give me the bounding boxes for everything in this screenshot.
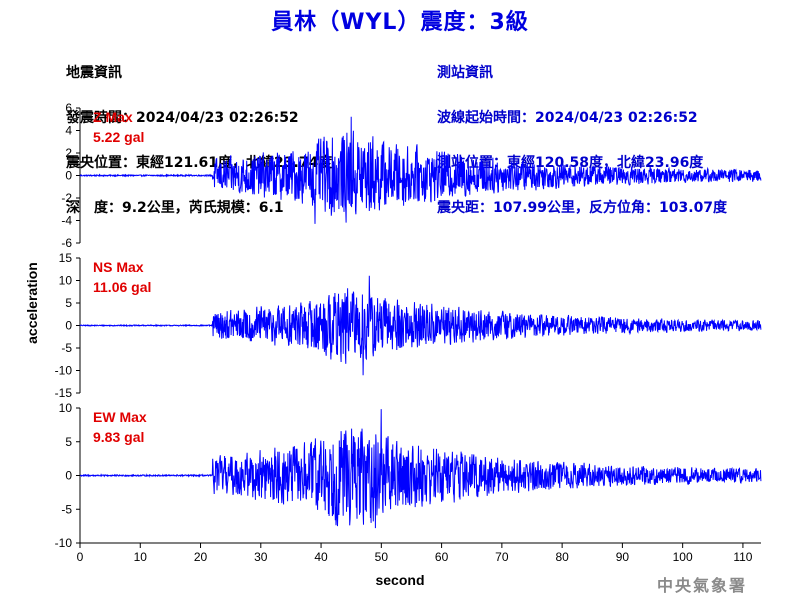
- max-label-z: Z Max: [93, 109, 133, 125]
- x-tick-label: 10: [134, 550, 148, 564]
- y-tick-label: 2: [65, 146, 72, 160]
- chart-title: 員林（WYL）震度：3級: [271, 10, 529, 35]
- max-value-z: 5.22 gal: [93, 129, 144, 145]
- max-value-ns: 11.06 gal: [93, 279, 151, 295]
- x-tick-label: 110: [733, 550, 752, 564]
- quake-depth-magnitude: 深 度：9.2公里，芮氏規模：6.1: [66, 200, 284, 216]
- station-info-heading: 測站資訊: [437, 65, 493, 81]
- y-tick-label: 0: [65, 469, 72, 483]
- quake-origin-time: 發震時間：2024/04/23 02:26:52: [66, 110, 299, 126]
- waveform-ns: [79, 275, 762, 376]
- y-tick-label: 0: [65, 319, 72, 333]
- y-tick-label: -5: [61, 502, 72, 516]
- max-value-ew: 9.83 gal: [93, 429, 144, 445]
- y-tick-label: 0: [65, 169, 72, 183]
- y-tick-label: 6: [65, 101, 72, 115]
- y-tick-label: 15: [59, 251, 73, 265]
- x-tick-label: 40: [314, 550, 328, 564]
- y-tick-label: -10: [55, 364, 73, 378]
- y-tick-label: 5: [65, 296, 72, 310]
- y-tick-label: 10: [59, 274, 73, 288]
- x-tick-label: 30: [254, 550, 268, 564]
- y-tick-label: -4: [61, 214, 72, 228]
- y-tick-label: -5: [61, 341, 72, 355]
- quake-info: 地震資訊 發震時間：2024/04/23 02:26:52 震央位置：東經121…: [66, 36, 332, 231]
- y-tick-label: -6: [61, 236, 72, 250]
- waveform-z: [79, 116, 762, 224]
- x-tick-label: 50: [375, 550, 389, 564]
- agency-watermark: 中央氣象署: [657, 576, 748, 595]
- y-tick-label: -2: [61, 191, 72, 205]
- x-tick-label: 0: [77, 550, 84, 564]
- y-tick-label: 4: [65, 124, 72, 138]
- y-tick-label: 5: [65, 435, 72, 449]
- max-label-ew: EW Max: [93, 409, 147, 425]
- station-wave-start: 波線起始時間：2024/04/23 02:26:52: [437, 110, 698, 126]
- x-tick-label: 60: [435, 550, 449, 564]
- quake-info-heading: 地震資訊: [66, 65, 122, 81]
- station-distance: 震央距：107.99公里，反方位角：103.07度: [437, 200, 728, 216]
- x-tick-label: 20: [194, 550, 208, 564]
- x-axis-label: second: [375, 572, 424, 588]
- station-info: 測站資訊 波線起始時間：2024/04/23 02:26:52 測站位置：東經1…: [437, 36, 727, 231]
- waveform-ew: [79, 409, 762, 529]
- x-tick-label: 100: [673, 550, 693, 564]
- x-tick-label: 80: [555, 550, 569, 564]
- max-label-ns: NS Max: [93, 259, 144, 275]
- station-location: 測站位置：東經120.58度，北緯23.96度: [437, 155, 704, 171]
- y-tick-label: 10: [59, 401, 73, 415]
- x-tick-label: 70: [495, 550, 509, 564]
- x-tick-label: 90: [616, 550, 630, 564]
- y-tick-label: -10: [55, 536, 73, 550]
- y-tick-label: -15: [55, 386, 73, 400]
- y-axis-label: acceleration: [24, 262, 40, 344]
